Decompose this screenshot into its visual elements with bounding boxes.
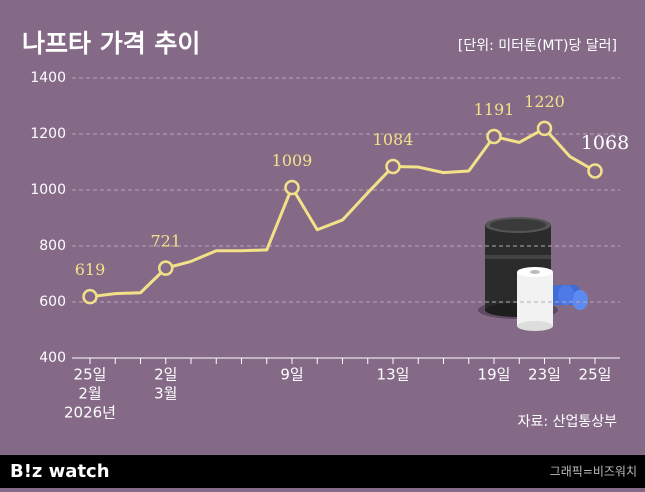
marker (536, 120, 553, 137)
y-tick-label: 1400 (30, 70, 66, 86)
x-tick-label: 2월 (78, 385, 101, 403)
marker (385, 158, 401, 175)
value-label: 1068 (581, 132, 629, 154)
y-tick-label: 800 (39, 238, 66, 254)
x-tick-label: 19일 (478, 366, 511, 384)
oil-illustration (478, 217, 588, 331)
marker (587, 163, 603, 179)
marker (486, 128, 502, 145)
value-label: 1009 (272, 151, 313, 170)
marker (158, 260, 174, 276)
line (89, 126, 596, 299)
x-tick-label: 2026년 (64, 404, 116, 422)
y-tick-label: 1000 (30, 182, 66, 198)
y-tick-label: 1200 (30, 126, 66, 142)
marker (82, 288, 98, 305)
x-tick-label: 3월 (154, 385, 177, 403)
x-tick-label: 25일 (579, 366, 612, 384)
value-label: 619 (75, 260, 106, 279)
y-tick-label: 600 (39, 294, 66, 310)
x-tick-label: 2일 (154, 366, 177, 384)
x-tick-label: 23일 (528, 366, 561, 384)
value-label: 1084 (373, 130, 414, 149)
y-tick-label: 400 (39, 350, 66, 366)
marker (284, 179, 300, 196)
footer-bar (0, 455, 645, 488)
brand: B!z watch (10, 461, 110, 482)
value-label: 721 (150, 232, 181, 251)
x-tick-label: 9일 (280, 366, 303, 384)
unit-note: [단위: 미터톤(MT)당 달러] (458, 38, 617, 54)
chart-title: 나프타 가격 추이 (22, 29, 200, 58)
x-tick-label: 25일 (74, 366, 107, 384)
credit: 그래픽=비즈워치 (550, 465, 637, 479)
value-label: 1220 (524, 92, 565, 111)
x-tick-label: 13일 (377, 366, 410, 384)
value-label: 1191 (474, 100, 515, 119)
source: 자료: 산업통상부 (518, 414, 617, 430)
